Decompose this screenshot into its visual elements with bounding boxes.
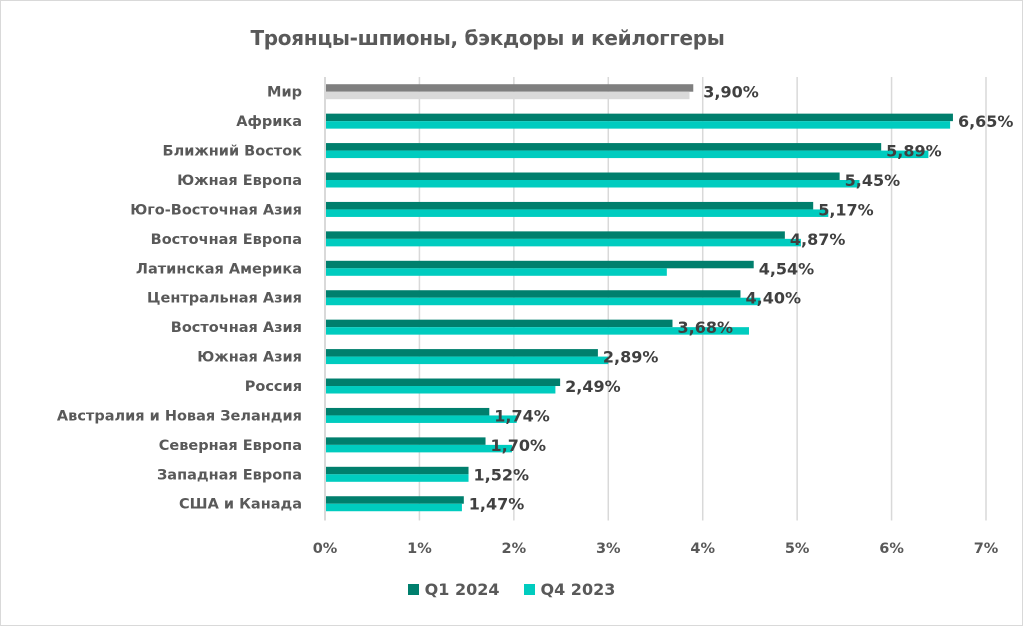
data-label: 1,70% [491, 436, 547, 455]
category-label: Восточная Азия [171, 320, 302, 336]
legend-swatch-q4-2023 [523, 584, 535, 595]
data-label: 1,47% [469, 495, 525, 514]
x-tick-label: 5% [785, 541, 810, 557]
data-label: 4,87% [790, 230, 846, 249]
bar-q4-2023[interactable] [326, 268, 667, 276]
bar-q4-2023[interactable] [326, 91, 690, 100]
bar-q1-2024[interactable] [326, 113, 953, 122]
data-label: 4,40% [745, 289, 801, 308]
data-labels: 3,90% 6,65% 5,89% 5,45% 5,17% 4,87% 4,54% 4,40%… [469, 83, 1014, 514]
data-label: 3,68% [677, 318, 733, 337]
x-tick-labels: 0% 1% 2% 3% 4% 5% 6% 7% [313, 541, 999, 557]
data-label: 5,89% [886, 142, 942, 161]
category-label: Южная Азия [197, 350, 302, 366]
bars [326, 84, 953, 512]
bar-q4-2023[interactable] [326, 209, 829, 217]
bar-q1-2024[interactable] [326, 84, 694, 92]
bar-q1-2024[interactable] [326, 407, 490, 416]
bar-q1-2024[interactable] [326, 319, 673, 328]
data-label: 5,45% [845, 171, 901, 190]
x-tick-label: 7% [974, 541, 999, 557]
bar-q4-2023[interactable] [326, 444, 512, 453]
category-label: Африка [236, 114, 302, 130]
legend-item-q4-2023[interactable]: Q4 2023 [523, 580, 616, 599]
bar-q1-2024[interactable] [326, 466, 469, 475]
bar-q1-2024[interactable] [326, 201, 814, 210]
bar-q4-2023[interactable] [326, 415, 517, 423]
bar-q1-2024[interactable] [326, 496, 464, 504]
legend-label-q4-2023: Q4 2023 [540, 580, 616, 599]
bar-q4-2023[interactable] [326, 327, 749, 335]
bar-q1-2024[interactable] [326, 290, 741, 298]
bar-q4-2023[interactable] [326, 150, 929, 159]
category-label: Центральная Азия [147, 291, 302, 307]
category-label: Юго-Восточная Азия [130, 202, 302, 218]
data-label: 2,89% [603, 348, 659, 367]
category-labels: Мир Африка Ближний Восток Южная Европа Юго-В… [57, 85, 302, 513]
legend-swatch-q1-2024 [407, 584, 419, 595]
bar-q4-2023[interactable] [326, 238, 801, 247]
category-label: Восточная Европа [151, 232, 302, 248]
data-label: 2,49% [565, 377, 621, 396]
data-label: 1,52% [474, 465, 530, 484]
x-tick-label: 6% [879, 541, 904, 557]
category-label: Южная Европа [177, 173, 302, 189]
category-label: США и Канада [179, 497, 302, 513]
bar-q4-2023[interactable] [326, 121, 951, 129]
category-label: Латинская Америка [136, 261, 302, 277]
data-label: 1,74% [494, 406, 550, 425]
x-tick-label: 0% [313, 541, 338, 557]
data-label: 6,65% [958, 112, 1014, 131]
legend: Q1 2024 Q4 2023 [0, 580, 1023, 599]
bar-q4-2023[interactable] [326, 503, 462, 512]
data-label: 4,54% [759, 259, 815, 278]
category-label: Ближний Восток [163, 144, 303, 160]
x-tick-label: 2% [502, 541, 527, 557]
bar-q4-2023[interactable] [326, 356, 609, 365]
category-label: Мир [267, 85, 302, 101]
bar-q4-2023[interactable] [326, 474, 469, 482]
bar-q1-2024[interactable] [326, 172, 840, 181]
x-tick-label: 3% [596, 541, 621, 557]
bar-q4-2023[interactable] [326, 180, 860, 188]
bar-q1-2024[interactable] [326, 143, 882, 151]
chart-title: Троянцы-шпионы, бэкдоры и кейлоггеры [250, 26, 725, 50]
bar-q1-2024[interactable] [326, 378, 561, 387]
legend-label-q1-2024: Q1 2024 [424, 580, 500, 599]
bar-q1-2024[interactable] [326, 260, 754, 269]
category-label: Западная Европа [157, 467, 302, 483]
bar-q1-2024[interactable] [326, 231, 785, 239]
category-label: Северная Европа [159, 438, 302, 454]
x-tick-label: 4% [690, 541, 715, 557]
x-tick-label: 1% [407, 541, 432, 557]
category-label: Австралия и Новая Зеландия [57, 408, 302, 424]
bar-q1-2024[interactable] [326, 437, 486, 445]
category-label: Россия [245, 379, 302, 395]
legend-item-q1-2024[interactable]: Q1 2024 [407, 580, 500, 599]
bar-q4-2023[interactable] [326, 297, 761, 306]
bar-q1-2024[interactable] [326, 349, 598, 357]
data-label: 5,17% [818, 200, 874, 219]
data-label: 3,90% [703, 83, 759, 102]
bar-q4-2023[interactable] [326, 386, 556, 394]
